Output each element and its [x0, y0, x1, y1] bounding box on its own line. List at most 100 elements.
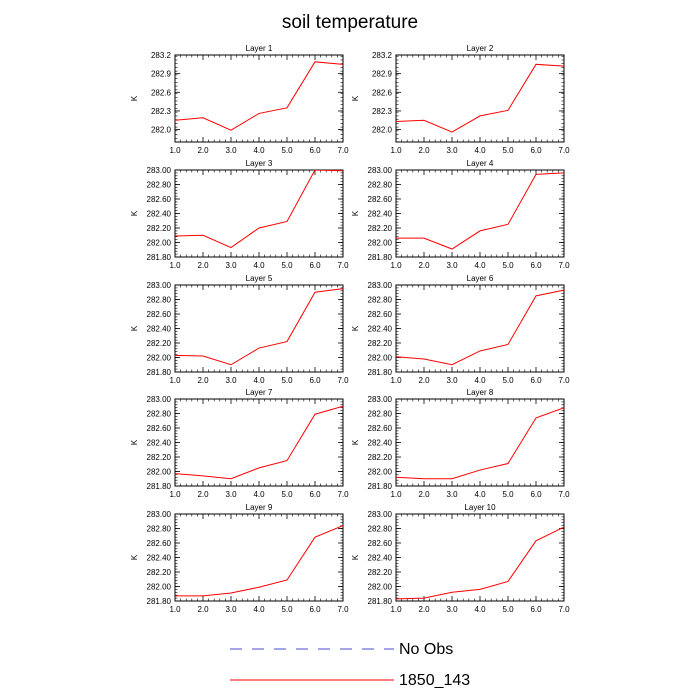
y-tick-label: 282.20: [147, 453, 172, 462]
y-tick-label: 282.60: [147, 539, 172, 548]
panel-title: Layer 10: [464, 503, 496, 512]
y-tick-label: 282.00: [368, 354, 393, 363]
y-axis-label: K: [130, 439, 139, 445]
y-tick-label: 282.80: [368, 181, 393, 190]
y-tick-label: 282.60: [368, 424, 393, 433]
x-tick-label: 3.0: [446, 376, 458, 385]
legend-label: 1850_143: [399, 672, 470, 689]
x-tick-label: 1.0: [390, 490, 402, 499]
x-tick-label: 2.0: [197, 376, 209, 385]
panel-layer-4: Layer 4 1.0 2.0 3.0 4.0 5.0 6.0 7.0 281.80 282.00…: [351, 159, 570, 270]
x-tick-label: 3.0: [225, 376, 237, 385]
x-tick-label: 6.0: [530, 605, 542, 614]
y-axis-label: K: [351, 210, 360, 216]
plot-frame: [174, 54, 344, 143]
y-tick-label: 282.60: [368, 195, 393, 204]
y-tick-label: 282.80: [368, 525, 393, 534]
y-tick-label: 282.9: [151, 70, 172, 79]
y-tick-label: 283.00: [368, 510, 393, 519]
x-tick-label: 2.0: [418, 605, 430, 614]
x-tick-label: 1.0: [390, 376, 402, 385]
y-tick-label: 281.80: [368, 482, 393, 491]
y-tick-label: 281.80: [368, 368, 393, 377]
y-tick-label: 283.00: [147, 510, 172, 519]
x-tick-label: 7.0: [337, 376, 349, 385]
series-line-1850_143: [396, 172, 564, 250]
x-tick-label: 6.0: [309, 376, 321, 385]
x-tick-label: 1.0: [169, 376, 181, 385]
y-tick-label: 281.80: [147, 253, 172, 262]
y-tick-label: 281.80: [147, 597, 172, 606]
x-tick-label: 2.0: [197, 605, 209, 614]
series-line-1850_143: [396, 526, 564, 600]
x-tick-label: 5.0: [502, 605, 514, 614]
x-tick-label: 3.0: [225, 146, 237, 155]
x-tick-label: 3.0: [225, 605, 237, 614]
x-tick-label: 2.0: [418, 146, 430, 155]
x-tick-label: 7.0: [337, 605, 349, 614]
panel-title: Layer 3: [246, 159, 273, 168]
x-tick-label: 5.0: [281, 261, 293, 270]
y-tick-label: 282.00: [368, 583, 393, 592]
y-tick-label: 282.40: [147, 325, 172, 334]
y-tick-label: 282.20: [368, 568, 393, 577]
x-tick-label: 6.0: [530, 376, 542, 385]
y-tick-label: 282.00: [147, 468, 172, 477]
x-tick-label: 6.0: [530, 261, 542, 270]
legend-label: No Obs: [399, 641, 453, 658]
x-tick-label: 7.0: [558, 490, 570, 499]
y-tick-label: 283.00: [147, 395, 172, 404]
y-axis-label: K: [351, 439, 360, 445]
x-tick-label: 3.0: [446, 146, 458, 155]
panel-title: Layer 4: [467, 159, 494, 168]
plot-frame: [395, 54, 565, 143]
x-tick-label: 6.0: [309, 490, 321, 499]
panel-layer-3: Layer 3 1.0 2.0 3.0 4.0 5.0 6.0 7.0 281.80 282.00…: [130, 159, 349, 270]
plot-frame: [395, 169, 565, 258]
panel-layer-1: Layer 1 1.0 2.0 3.0 4.0 5.0 6.0 7.0 282.0 282.3 28…: [130, 44, 349, 155]
x-tick-label: 4.0: [253, 605, 265, 614]
y-tick-label: 281.80: [147, 368, 172, 377]
x-tick-label: 6.0: [530, 490, 542, 499]
x-tick-label: 3.0: [446, 261, 458, 270]
plot-frame: [395, 398, 565, 487]
y-tick-label: 282.20: [368, 453, 393, 462]
x-tick-label: 6.0: [530, 146, 542, 155]
y-tick-label: 282.00: [147, 239, 172, 248]
x-tick-label: 4.0: [253, 376, 265, 385]
plot-frame: [174, 169, 344, 258]
y-tick-label: 282.80: [368, 296, 393, 305]
x-tick-label: 6.0: [309, 261, 321, 270]
y-tick-label: 282.60: [147, 195, 172, 204]
panel-layer-10: Layer 10 1.0 2.0 3.0 4.0 5.0 6.0 7.0 281.80 282.0…: [351, 503, 570, 614]
x-tick-label: 7.0: [558, 261, 570, 270]
y-tick-label: 282.40: [368, 325, 393, 334]
y-tick-label: 281.80: [368, 253, 393, 262]
y-axis-label: K: [130, 554, 139, 560]
y-tick-label: 282.20: [147, 568, 172, 577]
y-tick-label: 283.00: [368, 281, 393, 290]
x-tick-label: 2.0: [418, 261, 430, 270]
y-tick-label: 282.40: [368, 210, 393, 219]
y-tick-label: 282.20: [147, 224, 172, 233]
x-tick-label: 7.0: [558, 605, 570, 614]
x-tick-label: 7.0: [337, 490, 349, 499]
series-line-1850_143: [175, 288, 343, 366]
y-tick-label: 281.80: [368, 597, 393, 606]
x-tick-label: 5.0: [502, 376, 514, 385]
x-tick-label: 5.0: [281, 605, 293, 614]
y-tick-label: 282.40: [368, 554, 393, 563]
y-tick-label: 282.80: [147, 296, 172, 305]
x-tick-label: 5.0: [502, 490, 514, 499]
legend: No Obs 1850_143: [230, 641, 470, 689]
y-tick-label: 283.00: [368, 166, 393, 175]
x-tick-label: 1.0: [169, 490, 181, 499]
y-tick-label: 282.60: [147, 424, 172, 433]
y-tick-label: 283.00: [147, 166, 172, 175]
y-tick-label: 282.0: [151, 126, 172, 135]
x-tick-label: 5.0: [502, 261, 514, 270]
y-tick-label: 282.80: [368, 410, 393, 419]
y-axis-label: K: [351, 95, 360, 101]
y-tick-label: 281.80: [147, 482, 172, 491]
y-tick-label: 282.0: [372, 126, 393, 135]
